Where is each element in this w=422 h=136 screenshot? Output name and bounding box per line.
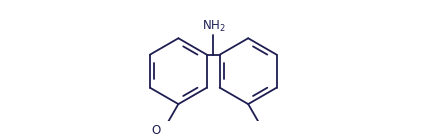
Text: NH$_2$: NH$_2$ (203, 19, 226, 34)
Text: O: O (151, 124, 160, 136)
